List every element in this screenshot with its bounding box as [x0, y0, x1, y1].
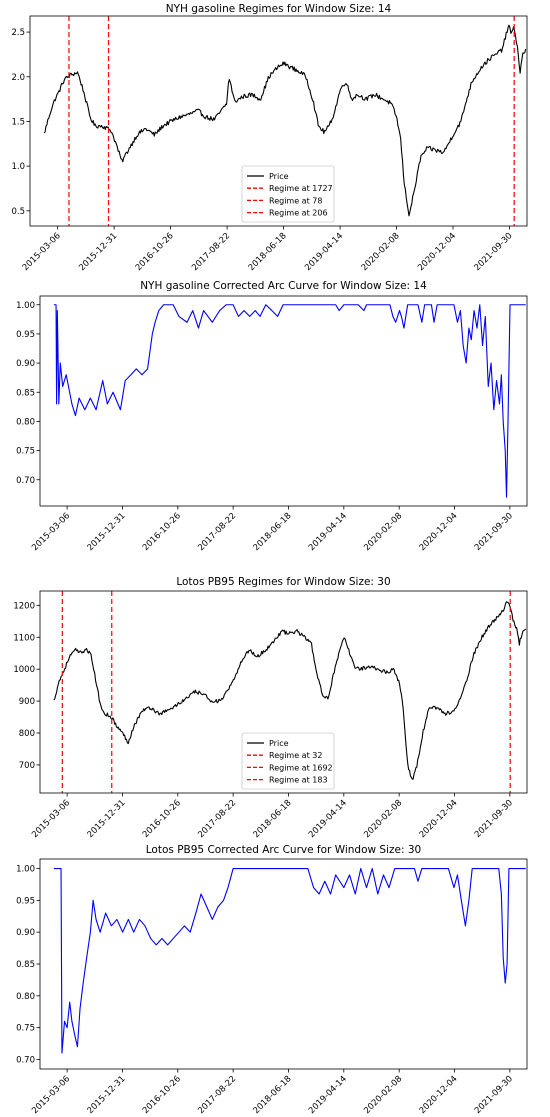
legend: Price Regime at 32 Regime at 1692 Regime at…: [241, 732, 335, 790]
x-tick-label: 2017-08-22: [190, 231, 232, 273]
chart-title: Lotos PB95 Regimes for Window Size: 30: [176, 576, 390, 588]
y-tick-label: 1200: [13, 601, 35, 611]
y-tick-label: 0.95: [16, 330, 35, 340]
legend-entry: Regime at 32: [269, 751, 322, 760]
plot-area-frame: [29, 15, 528, 227]
legend-box: [241, 165, 335, 223]
x-tick-label: 2016-10-26: [134, 231, 176, 273]
y-tick-label: 0.70: [16, 476, 35, 486]
x-tick-label: 2018-06-18: [252, 511, 294, 553]
y-tick-label: 800: [19, 729, 35, 739]
y-tick-label: 1.0: [11, 162, 25, 172]
x-tick-label: 2020-12-04: [418, 1074, 460, 1116]
series-line-price: [43, 24, 527, 217]
y-tick-label: 0.5: [11, 207, 25, 217]
chart-panel-3: Lotos PB95 Regimes for Window Size: 30 70…: [13, 576, 528, 840]
y-tick-label: 0.95: [16, 896, 35, 906]
y-tick-label: 1.5: [11, 117, 25, 127]
x-tick-label: 2019-04-14: [303, 231, 345, 273]
chart-panel-1: NYH gasoline Regimes for Window Size: 14…: [11, 3, 528, 273]
x-tick-label: 2020-02-08: [362, 798, 404, 840]
x-tick-label: 2015-03-06: [30, 511, 72, 553]
legend: Price Regime at 1727 Regime at 78 Regime at…: [241, 165, 335, 223]
series-line: [53, 304, 526, 498]
x-tick-label: 2015-12-31: [77, 231, 119, 273]
y-tick-label: 0.75: [16, 447, 35, 457]
y-tick-label: 0.80: [16, 417, 35, 427]
y-tick-label: 900: [19, 697, 35, 707]
y-tick-label: 0.75: [16, 1024, 35, 1034]
x-tick-label: 2020-02-08: [362, 1074, 404, 1116]
y-tick-label: 0.70: [16, 1055, 35, 1065]
chart-title: Lotos PB95 Corrected Arc Curve for Windo…: [146, 844, 421, 856]
series-line: [53, 868, 526, 1054]
x-tick-label: 2020-02-08: [362, 511, 404, 553]
legend-entry: Price: [269, 172, 289, 181]
x-tick-label: 2018-06-18: [252, 1074, 294, 1116]
x-tick-label: 2021-09-30: [473, 798, 515, 840]
y-tick-label: 1100: [13, 633, 35, 643]
y-tick-label: 0.85: [16, 388, 35, 398]
x-tick-label: 2017-08-22: [196, 798, 238, 840]
y-tick-label: 0.90: [16, 928, 35, 938]
x-tick-label: 2018-06-18: [247, 231, 289, 273]
legend-entry: Regime at 1727: [269, 184, 333, 193]
y-tick-label: 1000: [13, 665, 35, 675]
plot-area-frame: [39, 590, 528, 794]
y-tick-label: 2.0: [11, 73, 25, 83]
x-tick-label: 2020-12-04: [416, 231, 458, 273]
legend-entry: Regime at 78: [269, 196, 322, 205]
legend-entry: Regime at 1692: [269, 763, 333, 772]
x-tick-label: 2021-09-30: [473, 1074, 515, 1116]
chart-panel-2: NYH gasoline Corrected Arc Curve for Win…: [16, 280, 528, 553]
x-tick-label: 2021-09-30: [473, 511, 515, 553]
x-tick-label: 2021-09-30: [473, 231, 515, 273]
legend-entry: Price: [269, 739, 289, 748]
x-tick-label: 2020-12-04: [418, 798, 460, 840]
plot-area-frame: [39, 858, 528, 1070]
x-tick-label: 2020-02-08: [360, 231, 402, 273]
x-tick-label: 2019-04-14: [307, 511, 349, 553]
x-tick-label: 2016-10-26: [141, 511, 183, 553]
series-line-price: [53, 601, 527, 780]
x-tick-label: 2015-03-06: [30, 798, 72, 840]
legend-box: [241, 732, 335, 790]
chart-title: NYH gasoline Corrected Arc Curve for Win…: [140, 280, 427, 292]
chart-title: NYH gasoline Regimes for Window Size: 14: [166, 3, 392, 15]
y-tick-label: 1.00: [16, 301, 35, 311]
x-tick-label: 2015-03-06: [30, 1074, 72, 1116]
chart-panel-4: Lotos PB95 Corrected Arc Curve for Windo…: [16, 844, 528, 1116]
x-tick-label: 2015-03-06: [21, 231, 63, 273]
x-tick-label: 2019-04-14: [307, 798, 349, 840]
plot-area-frame: [39, 295, 528, 507]
x-tick-label: 2017-08-22: [196, 1074, 238, 1116]
legend-entry: Regime at 206: [269, 209, 328, 218]
y-tick-label: 2.5: [11, 28, 25, 38]
y-tick-label: 0.90: [16, 359, 35, 369]
x-tick-label: 2019-04-14: [307, 1074, 349, 1116]
x-tick-label: 2015-12-31: [86, 511, 128, 553]
x-tick-label: 2020-12-04: [418, 511, 460, 553]
x-tick-label: 2016-10-26: [141, 1074, 183, 1116]
y-tick-label: 0.80: [16, 992, 35, 1002]
legend-entry: Regime at 183: [269, 776, 328, 785]
x-tick-label: 2018-06-18: [252, 798, 294, 840]
x-tick-label: 2016-10-26: [141, 798, 183, 840]
x-tick-label: 2015-12-31: [86, 1074, 128, 1116]
y-tick-label: 1.00: [16, 865, 35, 875]
x-tick-label: 2015-12-31: [86, 798, 128, 840]
x-tick-label: 2017-08-22: [196, 511, 238, 553]
y-tick-label: 700: [19, 761, 35, 771]
y-tick-label: 0.85: [16, 960, 35, 970]
